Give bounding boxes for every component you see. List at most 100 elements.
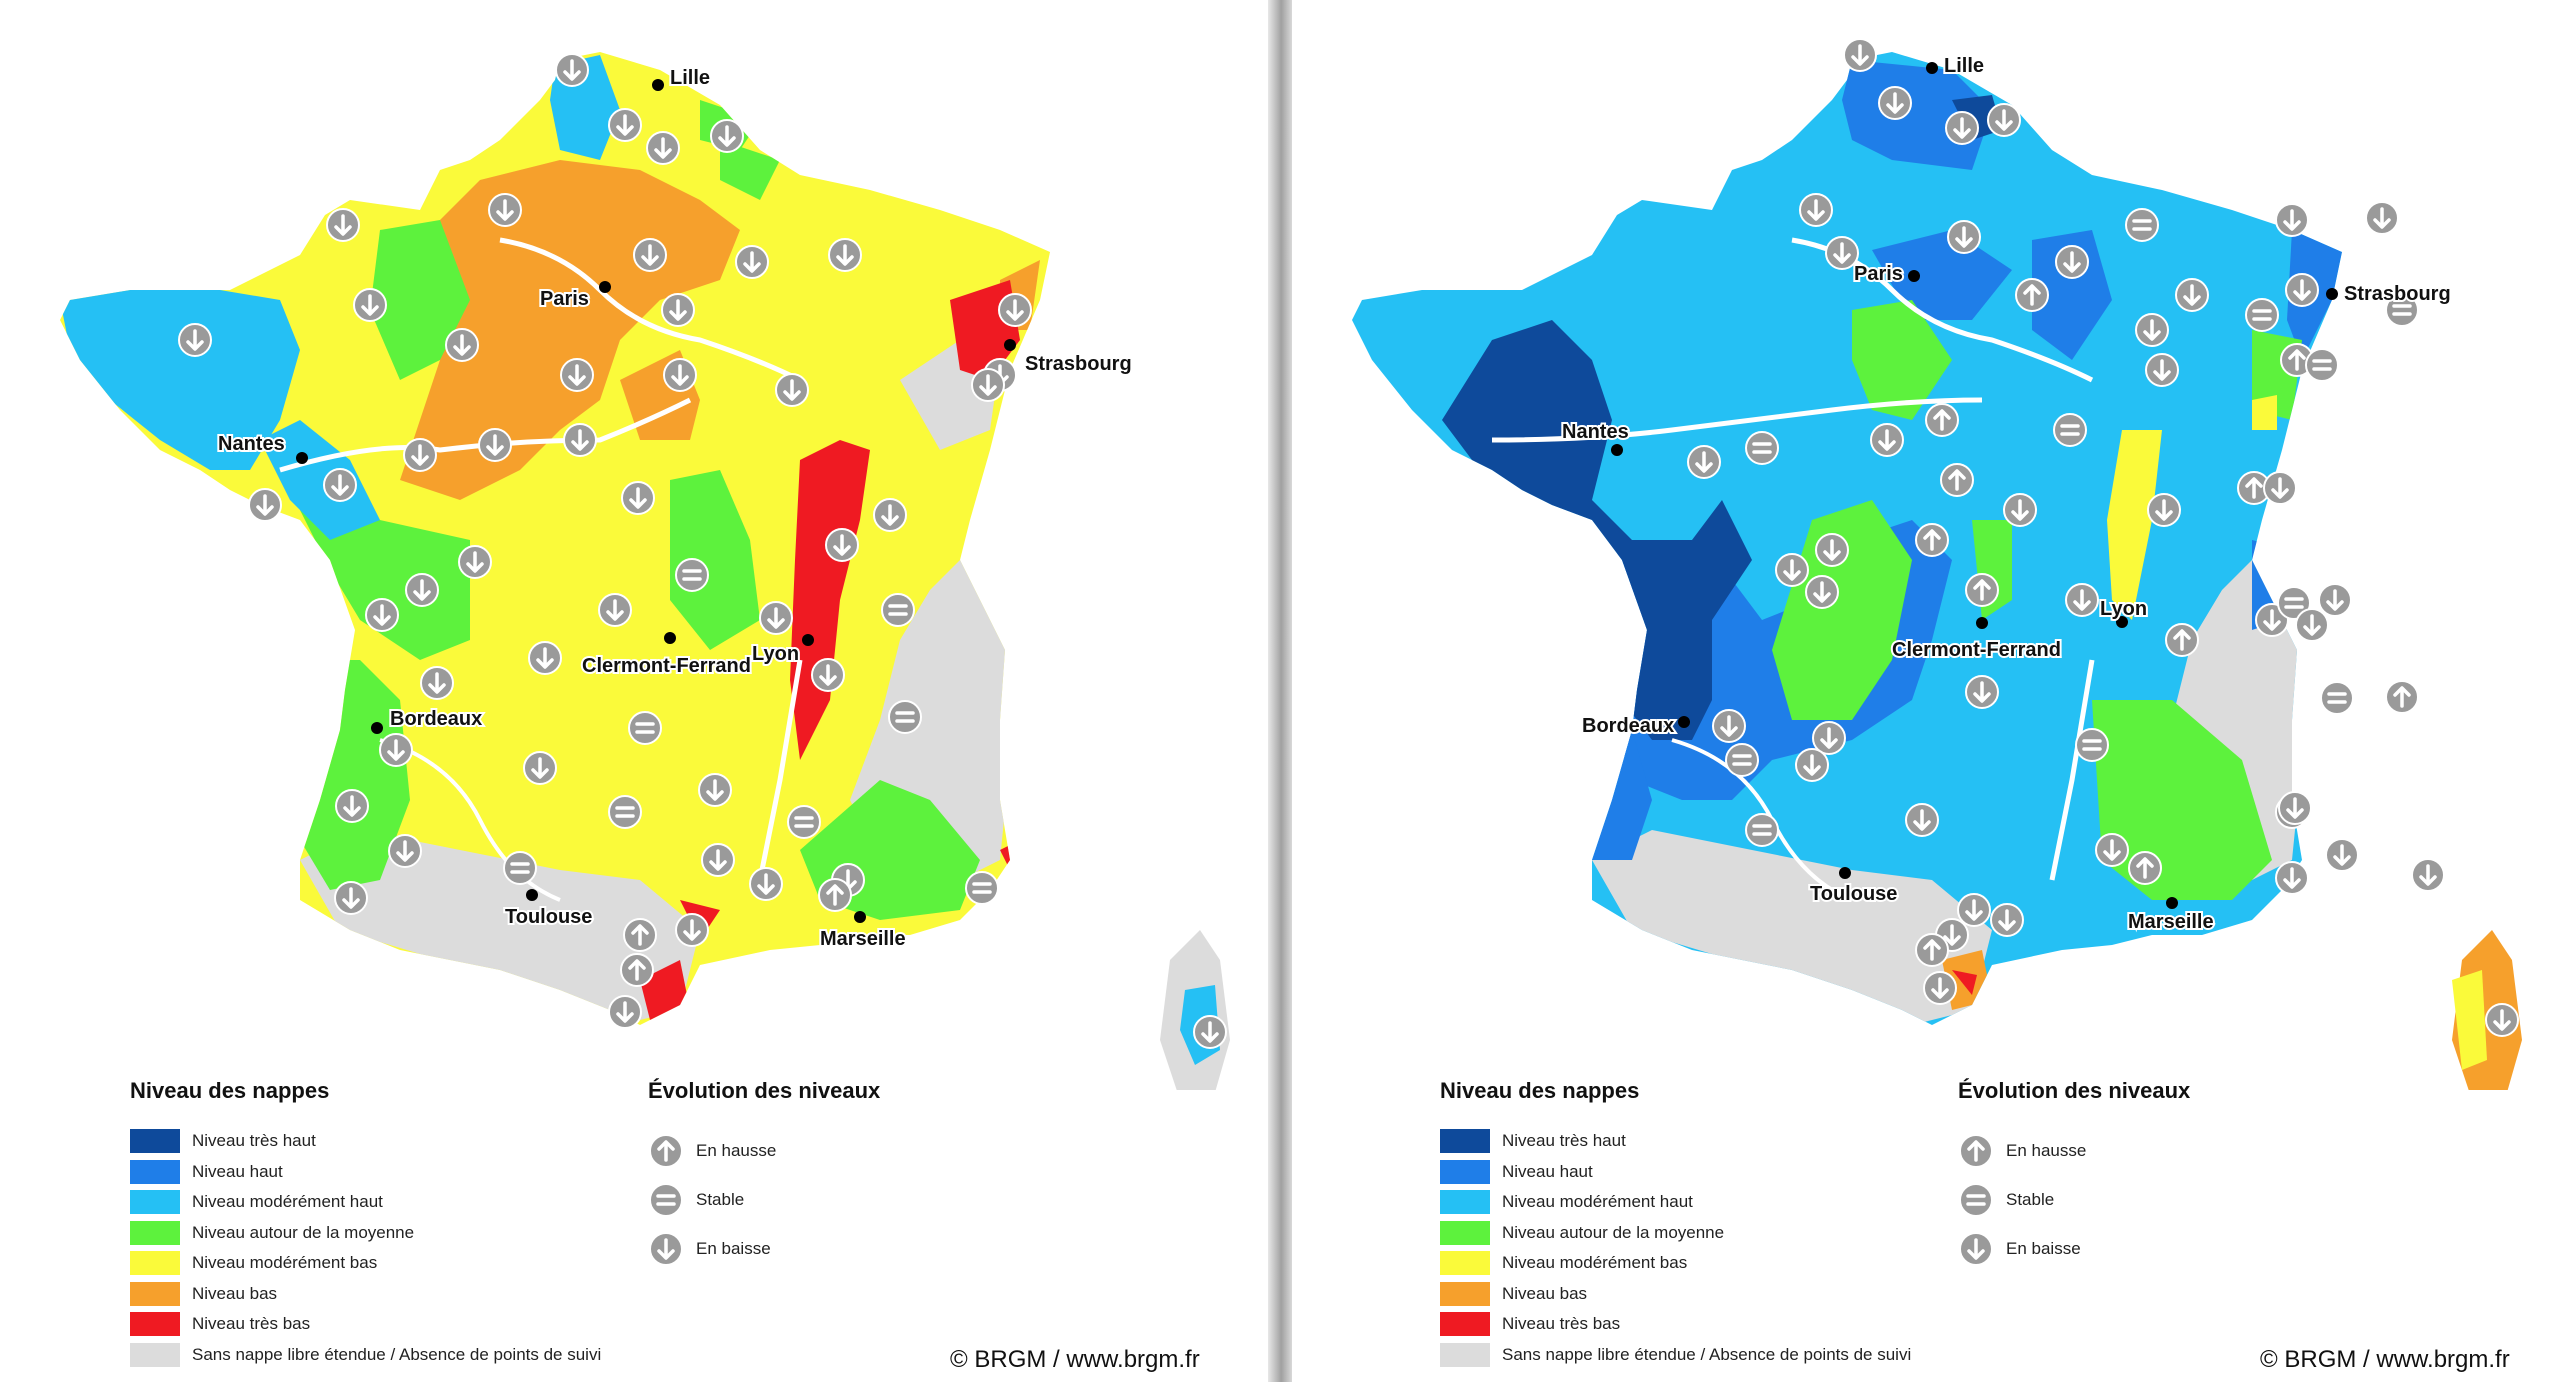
arrow-down-icon — [1815, 533, 1849, 567]
legend-level-item: Niveau bas — [130, 1279, 601, 1310]
legend-swatch — [1440, 1220, 1490, 1245]
city-lyon: Lyon — [2098, 596, 2149, 628]
arrow-down-icon — [1957, 893, 1991, 927]
arrow-down-icon — [488, 193, 522, 227]
city-strasbourg: Strasbourg — [1004, 339, 1134, 377]
svg-text:Nantes: Nantes — [1562, 421, 1629, 443]
legend-evolution-item: En baisse — [1958, 1224, 2190, 1273]
left-map-panel: Lille Paris Strasbourg Nantes Clermont-F… — [0, 0, 1268, 1382]
arrow-down-icon — [608, 108, 642, 142]
legend-level-item: Niveau très haut — [130, 1126, 601, 1157]
arrow-down-icon — [646, 131, 680, 165]
svg-text:Lille: Lille — [670, 67, 710, 89]
city-markers-right: Lille Paris Strasbourg Nantes Clermont-F… — [1560, 53, 2453, 935]
right-map-panel: Lille Paris Strasbourg Nantes Clermont-F… — [1292, 0, 2574, 1382]
legend-label: Niveau modérément haut — [1502, 1192, 1693, 1212]
arrow-up-icon — [623, 918, 657, 952]
legend-label: Sans nappe libre étendue / Absence de po… — [1502, 1344, 1912, 1364]
arrow-down-icon — [523, 751, 557, 785]
legend-swatch — [1440, 1159, 1490, 1184]
city-lille: Lille — [1926, 53, 1986, 79]
arrow-up-icon — [818, 878, 852, 912]
arrow-down-icon — [1825, 236, 1859, 270]
equals-icon — [503, 851, 537, 885]
arrow-down-icon — [2275, 203, 2309, 237]
arrow-down-icon — [661, 293, 695, 327]
arrow-down-icon — [1795, 748, 1829, 782]
arrow-up-icon — [1940, 463, 1974, 497]
legend-swatch — [130, 1251, 180, 1276]
equals-icon — [608, 795, 642, 829]
city-nantes: Nantes — [1560, 419, 1631, 456]
arrow-down-icon — [365, 598, 399, 632]
arrow-down-icon — [1812, 721, 1846, 755]
equals-icon — [1745, 431, 1779, 465]
city-bordeaux: Bordeaux — [1580, 713, 1690, 739]
svg-text:Nantes: Nantes — [218, 433, 285, 455]
arrow-down-icon — [2145, 353, 2179, 387]
arrow-down-icon — [1945, 111, 1979, 145]
legend-swatch — [130, 1342, 180, 1367]
arrow-up-icon — [1965, 573, 1999, 607]
equals-icon — [2053, 413, 2087, 447]
evolution-title: Évolution des niveaux — [1958, 1078, 2191, 1103]
arrow-down-icon — [2055, 245, 2089, 279]
legend-level-item: Niveau modérément haut — [130, 1187, 601, 1218]
arrow-down-icon — [2278, 791, 2312, 825]
legend-label: Niveau très bas — [192, 1314, 311, 1334]
legend-level-item: Niveau bas — [1440, 1279, 1911, 1310]
arrow-down-icon — [2147, 493, 2181, 527]
arrow-down-icon — [2065, 583, 2099, 617]
legend-title: Niveau des nappes — [130, 1078, 330, 1103]
arrow-up-icon — [2128, 851, 2162, 885]
legend-title: Niveau des nappes — [1440, 1078, 1640, 1103]
legend-label: Niveau très haut — [1502, 1131, 1626, 1151]
arrow-down-icon — [2365, 201, 2399, 235]
evolution-arrows-left — [178, 53, 1227, 1049]
arrow-down-icon — [828, 238, 862, 272]
arrow-down-icon — [1990, 903, 2024, 937]
arrow-up-icon — [1925, 403, 1959, 437]
legend-swatch — [1440, 1281, 1490, 1306]
svg-text:Marseille: Marseille — [2128, 911, 2214, 933]
arrow-down-icon — [2135, 313, 2169, 347]
svg-text:Marseille: Marseille — [820, 928, 906, 950]
equals-icon — [2245, 298, 2279, 332]
legend-evolution-item: En hausse — [1958, 1126, 2190, 1175]
legend-label: Niveau très bas — [1502, 1314, 1621, 1334]
arrow-down-icon — [2485, 1003, 2519, 1037]
legend-swatch — [1440, 1129, 1490, 1154]
city-marseille: Marseille — [2126, 897, 2216, 935]
legend-swatch — [130, 1281, 180, 1306]
arrow-down-icon — [2295, 608, 2329, 642]
equals-icon — [2385, 293, 2419, 327]
arrow-down-icon — [334, 881, 368, 915]
arrow-down-icon — [775, 373, 809, 407]
legend-level-item: Niveau très bas — [1440, 1309, 1911, 1340]
legend-label: Niveau autour de la moyenne — [1502, 1222, 1725, 1242]
arrow-down-icon — [1193, 1015, 1227, 1049]
svg-text:Lyon: Lyon — [2100, 598, 2147, 620]
legend-level-item: Niveau autour de la moyenne — [130, 1218, 601, 1249]
legend-swatch — [1440, 1251, 1490, 1276]
svg-text:Bordeaux: Bordeaux — [390, 708, 482, 730]
svg-text:Strasbourg: Strasbourg — [1025, 353, 1132, 375]
legend-swatch — [1440, 1342, 1490, 1367]
arrow-down-icon — [1799, 193, 1833, 227]
arrow-down-icon — [178, 323, 212, 357]
legend-level-item: Niveau haut — [130, 1157, 601, 1188]
legend-label: Niveau très haut — [192, 1131, 316, 1151]
legend-level-item: Niveau très haut — [1440, 1126, 1911, 1157]
arrow-down-icon — [811, 658, 845, 692]
arrow-down-icon — [648, 1231, 684, 1267]
equals-icon — [888, 700, 922, 734]
equals-icon — [648, 1182, 684, 1218]
arrow-up-icon — [2237, 471, 2271, 505]
arrow-down-icon — [1958, 1231, 1994, 1267]
arrow-down-icon — [379, 733, 413, 767]
arrow-down-icon — [1923, 971, 1957, 1005]
city-clermont: Clermont-Ferrand — [1890, 617, 2063, 663]
arrow-down-icon — [1775, 553, 1809, 587]
legend-evolution-left: Évolution des niveaux En hausse Stable En … — [648, 1078, 880, 1273]
arrow-down-icon — [326, 208, 360, 242]
